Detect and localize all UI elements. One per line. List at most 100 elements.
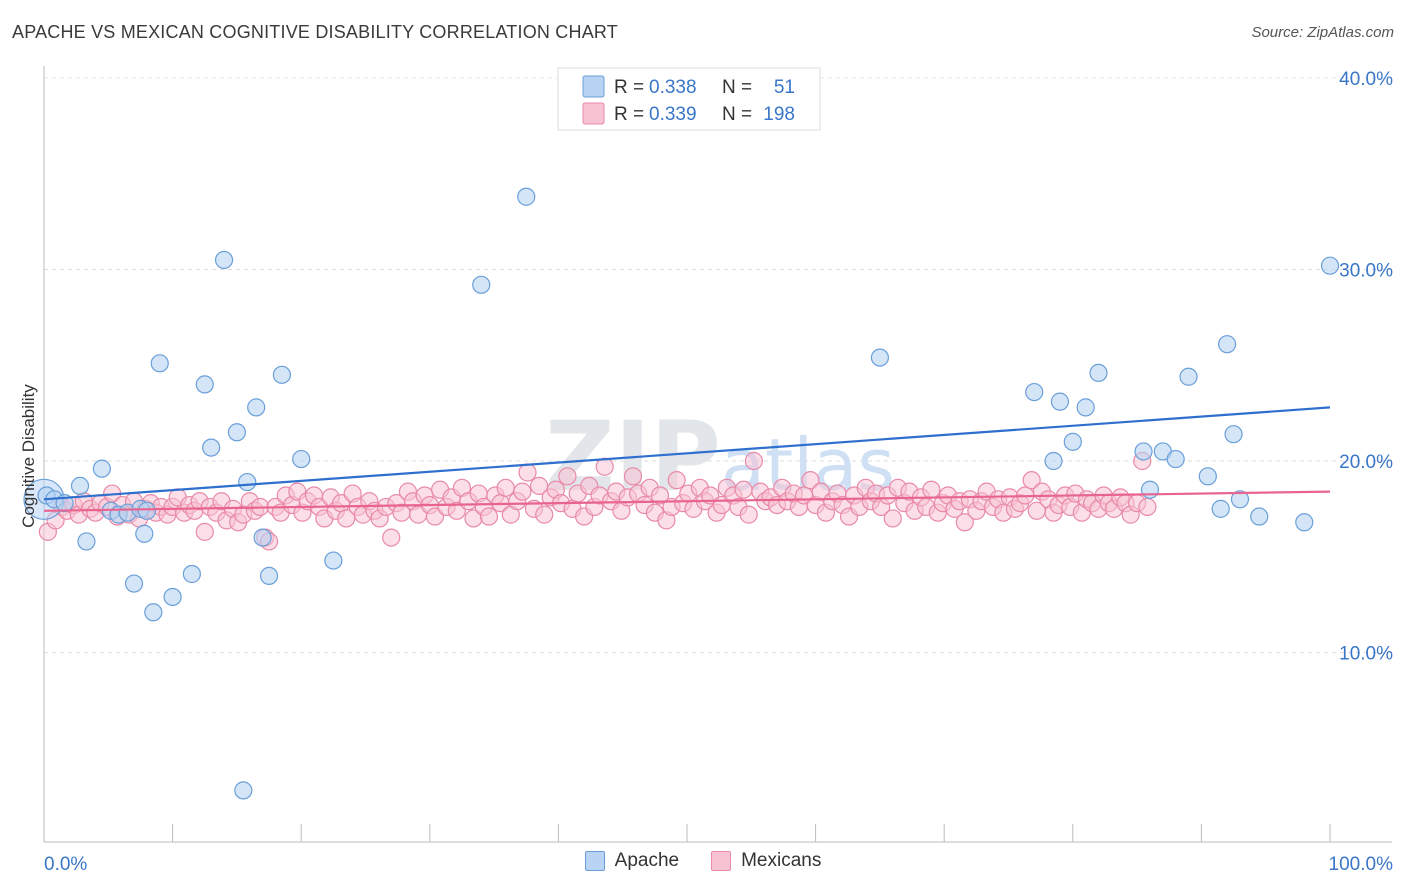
legend-apache-n-label: N =	[722, 77, 752, 98]
apache-point	[70, 476, 90, 495]
apache-point	[292, 449, 311, 469]
x-tick-labels: 0.0% 100.0%	[44, 854, 1393, 875]
mexicans-point	[535, 505, 554, 524]
apache-point	[77, 532, 96, 551]
mexicans-point	[801, 471, 820, 490]
apache-point	[1211, 499, 1230, 518]
y-tick-label: 30.0%	[1339, 261, 1393, 282]
apache-point	[214, 250, 234, 270]
apache-point	[1250, 507, 1269, 526]
legend-swatch-apache	[584, 851, 605, 871]
mexicans-point	[623, 467, 643, 486]
apache-point	[92, 459, 111, 478]
legend-item-apache: Apache	[584, 850, 680, 872]
mexicans-points	[38, 451, 1157, 551]
y-tick-label: 40.0%	[1339, 69, 1393, 90]
apache-point	[1025, 382, 1044, 402]
mexicans-point	[382, 528, 401, 547]
apache-point	[227, 423, 246, 442]
chart-title: APACHE VS MEXICAN COGNITIVE DISABILITY C…	[12, 22, 618, 42]
mexicans-point	[518, 463, 537, 482]
apache-trend-line	[43, 406, 1331, 501]
y-tick-labels: 10.0% 20.0% 30.0% 40.0%	[1339, 69, 1393, 665]
mexicans-point	[883, 509, 902, 528]
mexicans-point	[479, 507, 499, 526]
mexicans-point	[595, 457, 614, 476]
apache-point	[253, 528, 272, 547]
apache-point	[137, 501, 156, 520]
apache-point	[1224, 425, 1243, 444]
series-legend: Apache Mexicans	[0, 850, 1406, 872]
apache-point	[272, 365, 292, 384]
gridlines	[44, 77, 1392, 653]
legend-apache-swatch	[582, 75, 605, 98]
legend-apache-r-label: R =	[614, 77, 644, 98]
x-tick-label-start: 0.0%	[44, 854, 87, 875]
apache-point	[182, 564, 201, 584]
apache-point	[234, 781, 253, 800]
legend-label-mexicans: Mexicans	[741, 850, 822, 871]
apache-point	[1179, 367, 1198, 386]
y-tick-label: 20.0%	[1339, 452, 1393, 473]
source-label: Source: ZipAtlas.com	[1251, 24, 1394, 41]
apache-point	[124, 574, 144, 593]
legend-mexicans-r-label: R =	[614, 104, 644, 125]
mexicans-point	[744, 451, 763, 471]
apache-point	[1198, 467, 1217, 486]
apache-point	[202, 438, 221, 457]
apache-point	[870, 348, 890, 367]
apache-point	[163, 587, 182, 607]
x-tick-label-end: 100.0%	[1329, 854, 1394, 875]
correlation-legend: R = 0.338 N = 51 R = 0.339 N = 198	[557, 67, 821, 131]
mexicans-point	[922, 480, 941, 499]
mexicans-point	[513, 482, 532, 501]
apache-point	[1140, 480, 1160, 499]
apache-point	[1044, 451, 1063, 471]
axes	[43, 66, 1392, 843]
y-axis-label: Cognitive Disability	[19, 384, 38, 528]
apache-point	[1166, 449, 1185, 469]
mexicans-point	[734, 480, 753, 499]
apache-point	[144, 603, 163, 622]
apache-point	[1089, 363, 1108, 383]
y-tick-label: 10.0%	[1339, 644, 1393, 665]
legend-label-apache: Apache	[614, 850, 680, 871]
apache-point	[135, 524, 154, 543]
apache-point	[1050, 392, 1070, 411]
legend-apache-r-value: 0.338	[649, 77, 697, 98]
mexicans-point	[739, 505, 758, 524]
apache-point	[195, 375, 214, 394]
apache-point	[1230, 490, 1250, 509]
legend-item-mexicans: Mexicans	[711, 850, 821, 872]
mexicans-point	[195, 522, 214, 541]
mexicans-point	[558, 467, 577, 486]
apache-point	[1134, 442, 1153, 461]
legend-mexicans-n-label: N =	[722, 104, 752, 125]
mexicans-point	[667, 471, 686, 490]
trend-lines	[43, 406, 1331, 512]
apache-point	[1218, 335, 1237, 354]
apache-point	[517, 187, 536, 206]
apache-point	[238, 472, 257, 492]
apache-point	[1076, 398, 1095, 417]
mexicans-point	[496, 478, 515, 497]
legend-apache-n-value: 51	[774, 77, 795, 98]
apache-point	[259, 566, 279, 586]
legend-mexicans-swatch	[582, 102, 605, 125]
mexicans-trend-line	[43, 490, 1331, 512]
apache-point	[1320, 256, 1340, 275]
apache-point	[1295, 513, 1314, 532]
mexicans-point	[1138, 497, 1157, 517]
mexicans-point	[955, 513, 974, 532]
legend-mexicans-n-value: 198	[763, 104, 795, 125]
apache-point	[150, 354, 169, 373]
apache-point	[324, 551, 343, 570]
legend-swatch-mexicans	[711, 851, 732, 871]
legend-mexicans-r-value: 0.339	[649, 104, 697, 125]
mexicans-point	[1022, 471, 1041, 490]
mexicans-point	[650, 486, 670, 505]
apache-point	[472, 275, 491, 294]
apache-point	[1063, 432, 1082, 451]
apache-point	[247, 398, 266, 417]
